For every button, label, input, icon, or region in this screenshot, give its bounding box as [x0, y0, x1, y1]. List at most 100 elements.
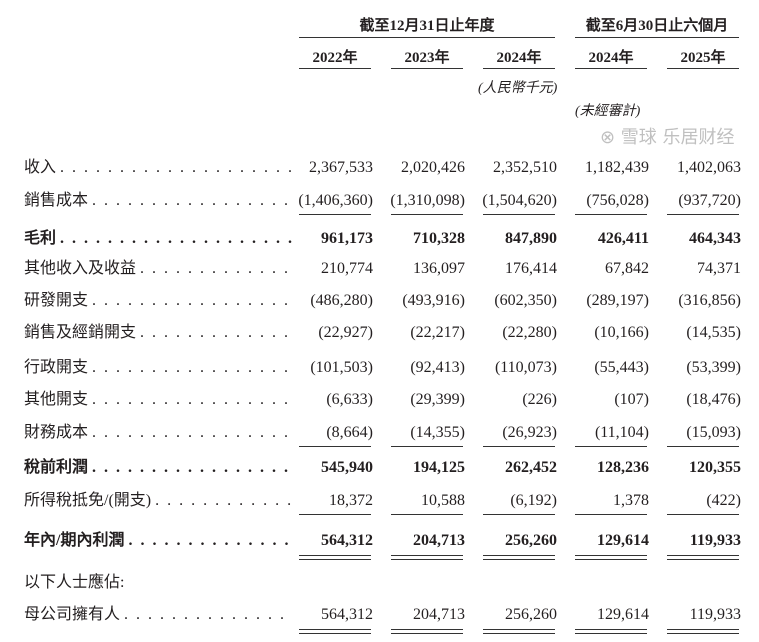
row-label-area: 銷售及經銷開支. . . . . . . . . . . . . . . . .… — [24, 322, 292, 344]
year-header: 2024年 — [496, 50, 542, 66]
cell-value: (22,280) — [502, 324, 557, 341]
cell-value: 194,125 — [413, 459, 465, 476]
total-rule — [483, 559, 555, 560]
total-rule — [575, 514, 647, 515]
row-label: 母公司擁有人 — [24, 606, 121, 623]
table-row: 母公司擁有人. . . . . . . . . . . . . . . . . … — [24, 604, 754, 626]
cell-value: (22,217) — [410, 324, 465, 341]
total-rule — [667, 559, 739, 560]
cell-value: 710,328 — [413, 230, 465, 247]
cell-value: (22,927) — [318, 324, 373, 341]
total-rule — [483, 633, 555, 634]
dot-leader: . . . . . . . . . . . . . . . . . . . . … — [60, 159, 292, 176]
table-row: 稅前利潤. . . . . . . . . . . . . . . . . . … — [24, 457, 754, 479]
cell-value: (486,280) — [310, 292, 373, 309]
cell-value: (289,197) — [586, 292, 649, 309]
total-rule — [483, 629, 555, 630]
cell-value: 426,411 — [597, 230, 649, 247]
total-rule — [391, 555, 463, 556]
cell-value: (6,192) — [510, 492, 557, 509]
cell-value: 1,402,063 — [677, 159, 741, 176]
cell-value: (422) — [706, 492, 741, 509]
total-rule — [667, 555, 739, 556]
table-row: 其他收入及收益. . . . . . . . . . . . . . . . .… — [24, 258, 754, 280]
total-rule — [667, 629, 739, 630]
table-row: 財務成本. . . . . . . . . . . . . . . . . . … — [24, 422, 754, 444]
cell-value: 129,614 — [597, 532, 649, 549]
row-label: 以下人士應佔: — [24, 574, 125, 591]
row-label: 毛利 — [24, 230, 57, 247]
cell-value: (14,535) — [686, 324, 741, 341]
total-rule — [575, 629, 647, 630]
cell-value: 136,097 — [413, 260, 465, 277]
total-rule — [575, 559, 647, 560]
year-rule — [391, 68, 463, 69]
total-rule — [483, 446, 555, 447]
table-row: 所得稅抵免/(開支). . . . . . . . . . . . . . . … — [24, 490, 754, 512]
total-rule — [483, 214, 555, 215]
total-rule — [299, 555, 371, 556]
total-rule — [575, 214, 647, 215]
total-rule — [299, 559, 371, 560]
cell-value: (53,399) — [686, 359, 741, 376]
dot-leader: . . . . . . . . . . . . . . . . . . . . … — [140, 260, 292, 277]
cell-value: 847,890 — [505, 230, 557, 247]
cell-value: (92,413) — [410, 359, 465, 376]
cell-value: 18,372 — [329, 492, 373, 509]
year-header: 2024年 — [588, 50, 634, 66]
cell-value: (10,166) — [594, 324, 649, 341]
total-rule — [483, 514, 555, 515]
cell-value: 10,588 — [421, 492, 465, 509]
cell-value: (29,399) — [410, 391, 465, 408]
row-label: 研發開支 — [24, 292, 89, 309]
dot-leader: . . . . . . . . . . . . . . . . . . . . … — [128, 532, 292, 549]
row-label-area: 銷售成本. . . . . . . . . . . . . . . . . . … — [24, 190, 292, 212]
row-label: 行政開支 — [24, 359, 89, 376]
cell-value: (101,503) — [310, 359, 373, 376]
cell-value: 119,933 — [689, 606, 741, 623]
row-label-area: 所得稅抵免/(開支). . . . . . . . . . . . . . . … — [24, 490, 292, 512]
total-rule — [391, 514, 463, 515]
total-rule — [299, 629, 371, 630]
year-rule — [483, 68, 555, 69]
dot-leader: . . . . . . . . . . . . . . . . . . . . … — [140, 324, 292, 341]
year-rule — [667, 68, 739, 69]
table-row: 研發開支. . . . . . . . . . . . . . . . . . … — [24, 290, 754, 312]
total-rule — [391, 629, 463, 630]
total-rule — [299, 514, 371, 515]
dot-leader: . . . . . . . . . . . . . . . . . . . . … — [155, 492, 292, 509]
row-label-area: 行政開支. . . . . . . . . . . . . . . . . . … — [24, 357, 292, 379]
dot-leader: . . . . . . . . . . . . . . . . . . . . … — [92, 292, 292, 309]
cell-value: 256,260 — [505, 606, 557, 623]
total-rule — [483, 555, 555, 556]
row-label-area: 研發開支. . . . . . . . . . . . . . . . . . … — [24, 290, 292, 312]
cell-value: (1,310,098) — [390, 192, 465, 209]
unit-note: (人民幣千元) — [478, 81, 558, 96]
dot-leader: . . . . . . . . . . . . . . . . . . . . … — [92, 459, 292, 476]
dot-leader: . . . . . . . . . . . . . . . . . . . . … — [92, 192, 292, 209]
cell-value: (8,664) — [326, 424, 373, 441]
cell-value: (937,720) — [678, 192, 741, 209]
header-interim-rule — [575, 37, 739, 38]
total-rule — [667, 446, 739, 447]
cell-value: 176,414 — [505, 260, 557, 277]
row-label: 收入 — [24, 159, 57, 176]
dot-leader: . . . . . . . . . . . . . . . . . . . . … — [124, 606, 292, 623]
cell-value: (1,504,620) — [482, 192, 557, 209]
unaudited-note: (未經審計) — [575, 104, 641, 119]
cell-value: 2,020,426 — [401, 159, 465, 176]
cell-value: 256,260 — [505, 532, 557, 549]
total-rule — [299, 446, 371, 447]
row-label-area: 以下人士應佔: — [24, 572, 292, 594]
cell-value: 204,713 — [413, 532, 465, 549]
cell-value: 564,312 — [321, 606, 373, 623]
cell-value: (15,093) — [686, 424, 741, 441]
cell-value: (26,923) — [502, 424, 557, 441]
cell-value: 2,352,510 — [493, 159, 557, 176]
cell-value: (1,406,360) — [298, 192, 373, 209]
cell-value: (6,633) — [326, 391, 373, 408]
row-label-area: 稅前利潤. . . . . . . . . . . . . . . . . . … — [24, 457, 292, 479]
cell-value: (18,476) — [686, 391, 741, 408]
cell-value: 1,182,439 — [585, 159, 649, 176]
row-label-area: 其他收入及收益. . . . . . . . . . . . . . . . .… — [24, 258, 292, 280]
